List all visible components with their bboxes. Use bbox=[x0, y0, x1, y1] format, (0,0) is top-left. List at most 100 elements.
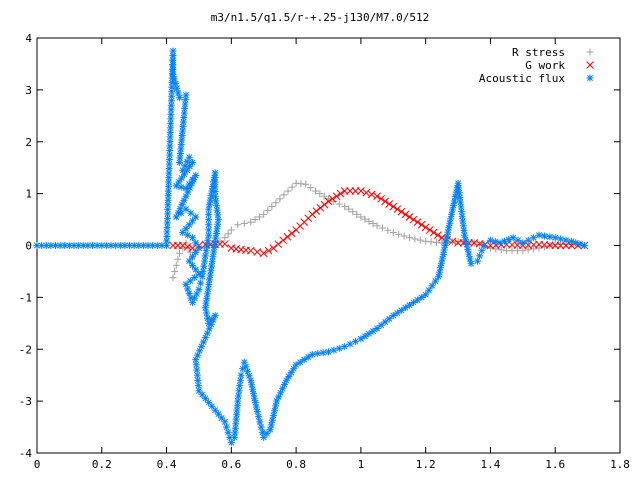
data-point bbox=[466, 255, 474, 263]
data-point bbox=[193, 366, 201, 374]
data-point bbox=[425, 286, 433, 294]
data-point bbox=[211, 188, 219, 196]
data-point bbox=[269, 411, 277, 419]
y-tick-label: -4 bbox=[19, 447, 33, 460]
data-point bbox=[268, 416, 276, 424]
y-tick-label: 3 bbox=[25, 84, 32, 97]
data-point bbox=[211, 192, 219, 200]
data-point bbox=[393, 205, 402, 214]
data-point bbox=[271, 407, 279, 415]
x-tick-label: 1.8 bbox=[610, 458, 630, 471]
data-point bbox=[467, 260, 475, 268]
data-point bbox=[250, 390, 258, 398]
data-point bbox=[457, 203, 465, 211]
data-point bbox=[312, 187, 320, 195]
data-point bbox=[251, 216, 259, 224]
data-point bbox=[287, 229, 296, 238]
data-point bbox=[357, 187, 365, 195]
data-point bbox=[207, 267, 215, 275]
data-point bbox=[178, 241, 187, 250]
data-point bbox=[436, 268, 444, 276]
data-point bbox=[519, 239, 527, 247]
x-tick-label: 0.2 bbox=[92, 458, 112, 471]
data-point bbox=[163, 214, 171, 222]
data-point bbox=[224, 230, 232, 238]
x-tick-label: 0.4 bbox=[157, 458, 177, 471]
series-acoustic-flux bbox=[33, 47, 588, 447]
data-point bbox=[234, 392, 242, 400]
data-point bbox=[414, 296, 422, 304]
data-point bbox=[296, 358, 304, 366]
data-point bbox=[240, 219, 248, 227]
data-point bbox=[247, 376, 255, 384]
series-g-work bbox=[169, 187, 589, 258]
data-point bbox=[253, 408, 261, 415]
data-point bbox=[227, 226, 235, 234]
data-point bbox=[381, 318, 389, 326]
data-point bbox=[325, 348, 332, 356]
data-point bbox=[172, 80, 180, 88]
data-point bbox=[188, 234, 196, 242]
y-tick-label: 0 bbox=[25, 240, 32, 253]
data-point bbox=[535, 231, 543, 239]
data-point bbox=[389, 229, 397, 237]
data-point bbox=[459, 217, 467, 225]
x-tick-label: 1.4 bbox=[481, 458, 501, 471]
data-point bbox=[551, 241, 560, 250]
data-point bbox=[365, 217, 373, 225]
y-tick-label: 2 bbox=[25, 136, 32, 149]
data-point bbox=[211, 183, 219, 191]
data-point bbox=[444, 228, 452, 236]
data-point bbox=[557, 235, 565, 243]
data-point bbox=[441, 242, 449, 249]
data-point bbox=[428, 282, 436, 290]
data-point bbox=[248, 381, 256, 389]
data-point bbox=[384, 226, 392, 234]
data-point bbox=[316, 190, 324, 198]
data-point bbox=[174, 89, 182, 97]
data-point bbox=[163, 237, 171, 245]
data-point bbox=[167, 106, 175, 114]
data-point bbox=[562, 241, 570, 250]
data-point bbox=[208, 187, 216, 195]
data-point bbox=[361, 215, 369, 223]
y-tick-label: 4 bbox=[25, 32, 32, 45]
data-point bbox=[314, 350, 322, 358]
data-point bbox=[285, 372, 293, 380]
data-point bbox=[462, 236, 470, 244]
legend-marker bbox=[586, 74, 594, 82]
data-point bbox=[284, 187, 292, 195]
x-tick-label: 1.6 bbox=[545, 458, 565, 471]
data-point bbox=[365, 330, 373, 338]
data-point bbox=[267, 421, 275, 429]
data-point bbox=[210, 248, 218, 256]
data-point bbox=[369, 327, 377, 335]
data-point bbox=[163, 223, 171, 231]
data-point bbox=[170, 75, 178, 83]
data-point bbox=[201, 252, 209, 260]
data-point bbox=[562, 236, 570, 244]
data-point bbox=[268, 203, 276, 211]
data-point bbox=[204, 285, 212, 293]
data-point bbox=[367, 190, 376, 199]
data-point bbox=[192, 266, 200, 274]
data-point bbox=[320, 192, 328, 200]
data-point bbox=[431, 277, 439, 285]
data-point bbox=[172, 261, 180, 269]
data-point bbox=[212, 197, 220, 205]
data-point bbox=[209, 253, 217, 261]
data-point bbox=[163, 219, 171, 227]
data-point bbox=[207, 320, 215, 328]
data-point bbox=[201, 304, 209, 312]
legend-marker bbox=[586, 61, 594, 69]
data-point bbox=[476, 241, 484, 249]
data-point bbox=[165, 165, 173, 173]
data-point bbox=[373, 222, 381, 230]
data-point bbox=[112, 242, 120, 249]
data-point bbox=[183, 166, 191, 174]
data-point bbox=[405, 213, 414, 221]
data-point bbox=[378, 224, 386, 232]
data-point bbox=[385, 200, 394, 208]
data-point bbox=[269, 244, 278, 252]
data-point bbox=[179, 118, 187, 126]
